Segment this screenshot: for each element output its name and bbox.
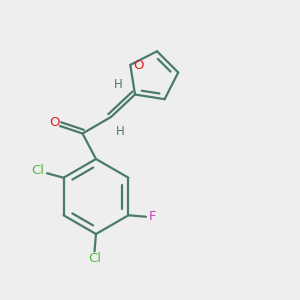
Text: O: O bbox=[49, 116, 59, 130]
Text: Cl: Cl bbox=[88, 252, 101, 266]
Text: H: H bbox=[114, 78, 123, 92]
Text: O: O bbox=[134, 59, 144, 72]
Text: F: F bbox=[149, 210, 156, 223]
Text: H: H bbox=[116, 125, 124, 138]
Text: Cl: Cl bbox=[31, 164, 44, 177]
